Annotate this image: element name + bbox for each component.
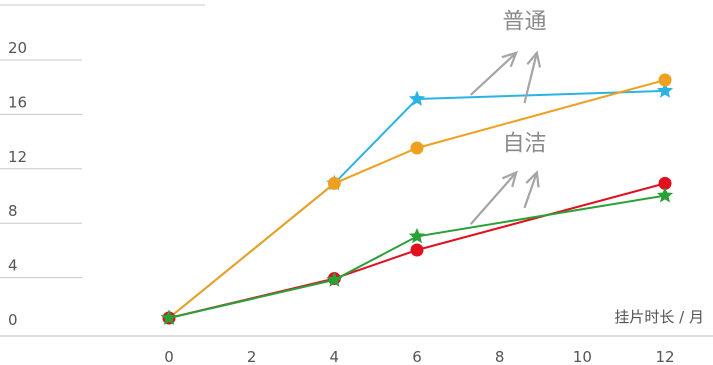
arrow-head: [501, 170, 518, 188]
series-line: [168, 79, 666, 319]
arrow-head: [501, 51, 519, 68]
data-point-star: [326, 271, 343, 287]
annotation-1: 自洁: [469, 132, 546, 225]
y-tick-label: 0: [8, 311, 18, 329]
x-axis-title: 挂片时长 / 月: [614, 308, 704, 326]
data-point-star: [408, 227, 426, 244]
data-point-circle: [410, 141, 424, 155]
series-0: [160, 82, 674, 325]
y-tick-label: 12: [8, 148, 27, 166]
data-point-star: [408, 90, 426, 106]
x-tick-label: 4: [330, 348, 340, 365]
x-tick-labels: 0 2 4 6 8 10 12: [164, 348, 674, 365]
series-1: [162, 73, 672, 325]
data-point-star: [656, 82, 674, 98]
x-tick-label: 8: [495, 348, 505, 365]
y-tick-label: 8: [8, 202, 18, 220]
y-tick-label: 16: [8, 93, 27, 111]
data-point-circle: [327, 176, 341, 190]
y-tick-lines: [0, 59, 82, 279]
annotation-0: 普通: [469, 9, 546, 104]
x-tick-label: 12: [655, 348, 674, 365]
series-layer: [160, 73, 674, 325]
series-line: [168, 89, 666, 319]
data-point-circle: [658, 73, 672, 87]
x-tick-label: 2: [247, 348, 257, 365]
y-tick-label: 20: [8, 39, 27, 57]
data-point-star: [160, 309, 178, 325]
arrow-shaft: [523, 52, 538, 104]
arrow-head: [526, 50, 542, 68]
arrow-shaft: [523, 172, 538, 209]
data-point-circle: [658, 176, 672, 190]
x-tick-label: 10: [573, 348, 592, 365]
x-tick-label: 6: [412, 348, 422, 365]
annotation-label: 普通: [502, 9, 546, 34]
arrow-shaft: [469, 51, 517, 96]
data-point-circle: [410, 243, 424, 257]
arrow-shaft: [469, 171, 518, 225]
y-tick-labels: 0 4 8 12 16 20: [8, 39, 27, 329]
arrow-head: [525, 170, 540, 188]
series-3: [160, 187, 674, 325]
annotation-label: 自洁: [502, 132, 546, 157]
series-line: [168, 194, 666, 319]
y-tick-label: 4: [8, 257, 18, 275]
data-point-star: [656, 187, 674, 203]
x-tick-label: 0: [164, 348, 174, 365]
